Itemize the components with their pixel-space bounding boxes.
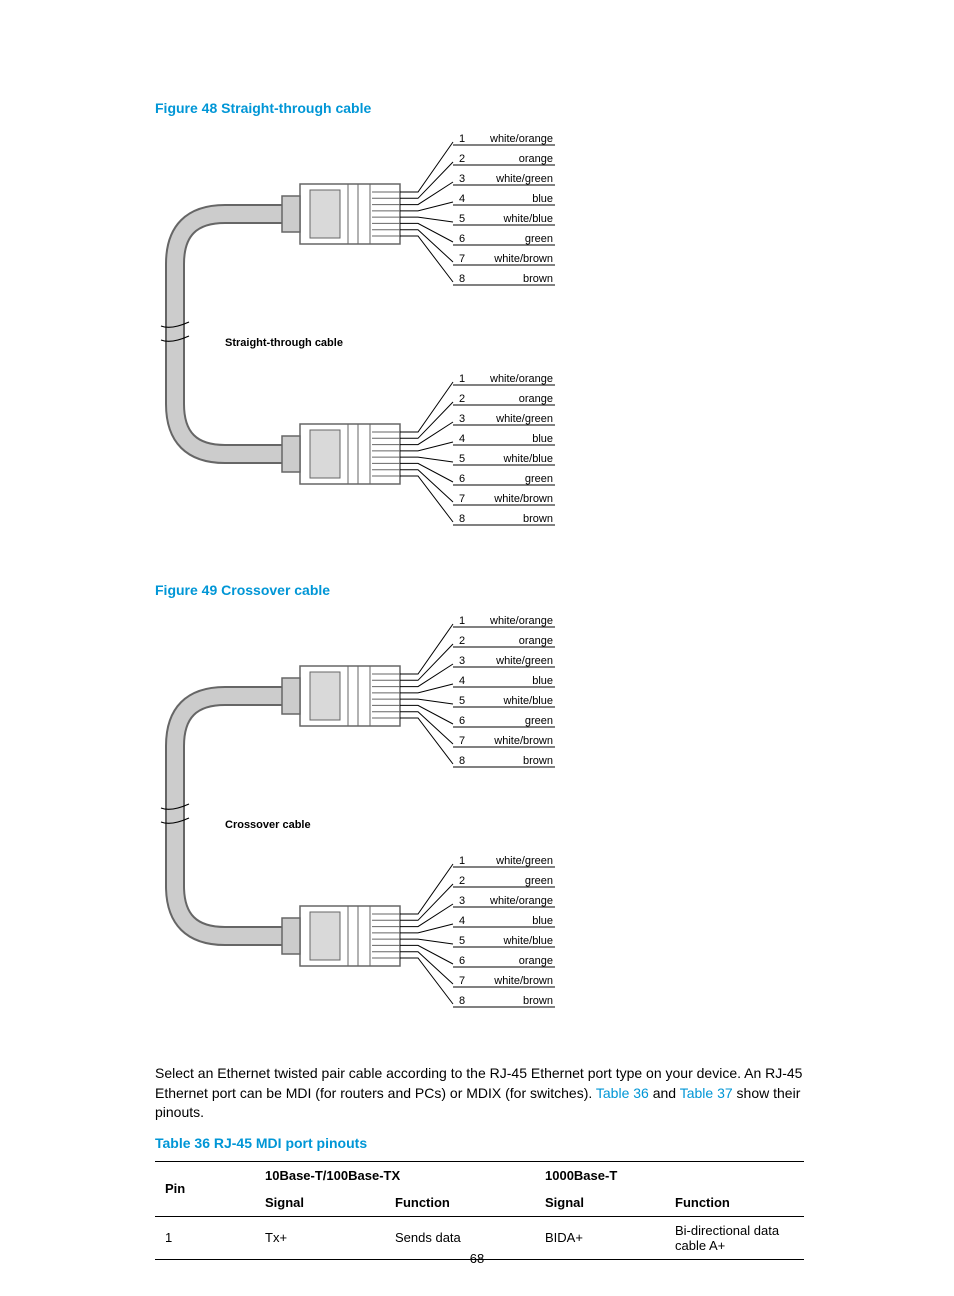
svg-text:green: green [525, 473, 553, 485]
th-signal-2: Signal [535, 1189, 665, 1217]
figure-48-caption: Figure 48 Straight-through cable [155, 100, 804, 116]
svg-text:orange: orange [519, 393, 553, 405]
svg-text:8: 8 [459, 995, 465, 1007]
svg-text:4: 4 [459, 193, 465, 205]
table-36-caption: Table 36 RJ-45 MDI port pinouts [155, 1135, 804, 1151]
svg-text:5: 5 [459, 935, 465, 947]
th-function-1: Function [385, 1189, 535, 1217]
svg-text:1: 1 [459, 615, 465, 627]
svg-text:brown: brown [523, 513, 553, 525]
svg-text:blue: blue [532, 675, 553, 687]
figure-48: Figure 48 Straight-through cable 1 white/… [155, 100, 804, 554]
th-1000base: 1000Base-T [535, 1161, 804, 1189]
figure-49-diagram: 1 white/orange 2 orange 3 white/green 4 blue 5 wh… [155, 606, 715, 1036]
svg-text:orange: orange [519, 635, 553, 647]
svg-text:white/blue: white/blue [502, 695, 553, 707]
svg-text:7: 7 [459, 735, 465, 747]
svg-text:white/brown: white/brown [493, 975, 553, 987]
svg-text:3: 3 [459, 895, 465, 907]
svg-text:blue: blue [532, 915, 553, 927]
svg-text:blue: blue [532, 433, 553, 445]
svg-text:1: 1 [459, 373, 465, 385]
svg-text:2: 2 [459, 393, 465, 405]
table-36: Pin 10Base-T/100Base-TX 1000Base-T Signa… [155, 1161, 804, 1260]
svg-text:white/green: white/green [495, 173, 553, 185]
svg-text:7: 7 [459, 975, 465, 987]
svg-text:green: green [525, 233, 553, 245]
svg-text:5: 5 [459, 695, 465, 707]
svg-text:7: 7 [459, 253, 465, 265]
svg-text:6: 6 [459, 233, 465, 245]
figure-49-caption: Figure 49 Crossover cable [155, 582, 804, 598]
svg-text:3: 3 [459, 413, 465, 425]
svg-text:white/blue: white/blue [502, 935, 553, 947]
svg-text:white/brown: white/brown [493, 253, 553, 265]
svg-text:3: 3 [459, 173, 465, 185]
svg-text:orange: orange [519, 955, 553, 967]
para-mid: and [649, 1085, 680, 1101]
svg-text:3: 3 [459, 655, 465, 667]
body-paragraph: Select an Ethernet twisted pair cable ac… [155, 1064, 804, 1123]
svg-text:brown: brown [523, 755, 553, 767]
svg-text:8: 8 [459, 273, 465, 285]
svg-text:6: 6 [459, 955, 465, 967]
svg-text:white/blue: white/blue [502, 213, 553, 225]
svg-text:7: 7 [459, 493, 465, 505]
svg-text:white/brown: white/brown [493, 735, 553, 747]
svg-text:2: 2 [459, 153, 465, 165]
svg-text:brown: brown [523, 995, 553, 1007]
ref-table-36[interactable]: Table 36 [596, 1085, 649, 1101]
svg-text:white/orange: white/orange [489, 373, 553, 385]
figure-48-diagram: 1 white/orange 2 orange 3 white/green 4 blue 5 wh… [155, 124, 715, 554]
svg-text:white/orange: white/orange [489, 133, 553, 145]
svg-text:5: 5 [459, 453, 465, 465]
svg-text:6: 6 [459, 715, 465, 727]
svg-text:2: 2 [459, 875, 465, 887]
svg-text:2: 2 [459, 635, 465, 647]
svg-text:white/green: white/green [495, 413, 553, 425]
svg-text:4: 4 [459, 915, 465, 927]
svg-text:white/green: white/green [495, 855, 553, 867]
svg-text:white/orange: white/orange [489, 895, 553, 907]
svg-text:8: 8 [459, 755, 465, 767]
ref-table-37[interactable]: Table 37 [680, 1085, 733, 1101]
svg-text:8: 8 [459, 513, 465, 525]
svg-text:white/green: white/green [495, 655, 553, 667]
page: Figure 48 Straight-through cable 1 white/… [0, 0, 954, 1296]
th-10base: 10Base-T/100Base-TX [255, 1161, 535, 1189]
svg-text:brown: brown [523, 273, 553, 285]
svg-text:white/brown: white/brown [493, 493, 553, 505]
page-number: 68 [0, 1251, 954, 1266]
svg-text:Straight-through cable: Straight-through cable [225, 337, 343, 349]
figure-49: Figure 49 Crossover cable 1 white/orange 2… [155, 582, 804, 1036]
svg-text:4: 4 [459, 433, 465, 445]
svg-text:5: 5 [459, 213, 465, 225]
svg-text:white/blue: white/blue [502, 453, 553, 465]
svg-text:blue: blue [532, 193, 553, 205]
svg-text:6: 6 [459, 473, 465, 485]
th-pin: Pin [155, 1161, 255, 1216]
th-function-2: Function [665, 1189, 804, 1217]
th-signal-1: Signal [255, 1189, 385, 1217]
svg-text:green: green [525, 715, 553, 727]
svg-text:1: 1 [459, 855, 465, 867]
svg-text:orange: orange [519, 153, 553, 165]
svg-text:4: 4 [459, 675, 465, 687]
svg-text:green: green [525, 875, 553, 887]
svg-text:Crossover cable: Crossover cable [225, 819, 311, 831]
svg-text:1: 1 [459, 133, 465, 145]
svg-text:white/orange: white/orange [489, 615, 553, 627]
